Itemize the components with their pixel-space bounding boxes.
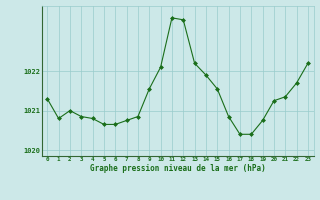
X-axis label: Graphe pression niveau de la mer (hPa): Graphe pression niveau de la mer (hPa) [90,164,266,173]
